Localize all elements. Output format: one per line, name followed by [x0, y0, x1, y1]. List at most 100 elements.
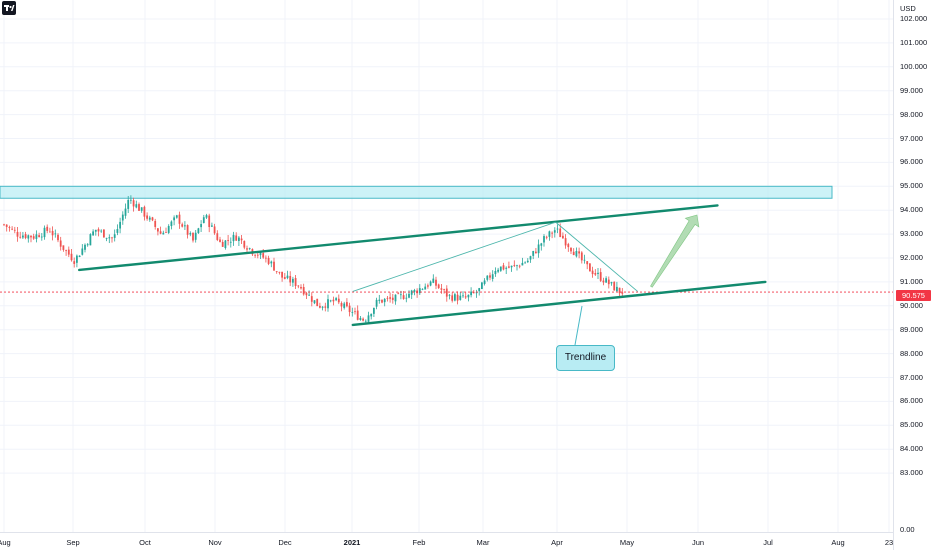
candle-body — [502, 265, 505, 270]
candle-body — [116, 229, 119, 233]
candle-body — [535, 251, 537, 254]
time-tick-label: Mar — [476, 538, 490, 547]
guide-line[interactable] — [352, 221, 556, 292]
candle-body — [348, 305, 351, 313]
price-tick-label: 101.000 — [900, 37, 928, 47]
candle-body — [472, 292, 475, 294]
candle-body — [337, 298, 340, 303]
candle-body — [121, 214, 124, 221]
candle-body — [227, 239, 229, 241]
candle-body — [127, 199, 130, 209]
candle-body — [470, 291, 472, 296]
candle-body — [454, 294, 456, 301]
up-arrow-icon[interactable] — [650, 214, 700, 288]
candle-body — [346, 302, 348, 307]
candle-body — [440, 288, 443, 290]
candle-body — [181, 224, 184, 227]
candle-body — [362, 318, 364, 321]
candle-body — [175, 215, 178, 218]
candle-body — [138, 204, 140, 211]
time-axis[interactable]: Aug Sep Oct Nov Dec 2021 Feb Mar Apr May Jun Jul Aug… — [0, 532, 893, 551]
time-tick-label: Sep — [66, 538, 80, 547]
candle-body — [192, 232, 194, 241]
candle-body — [35, 234, 38, 239]
candle-body — [321, 306, 324, 308]
candle-body — [305, 293, 308, 296]
candle-body — [262, 253, 265, 258]
candle-body — [197, 228, 200, 234]
candle-body — [613, 281, 616, 291]
candle-body — [567, 244, 570, 248]
trendline[interactable] — [351, 280, 767, 327]
candle-body — [186, 225, 189, 235]
price-tick-label: 95.000 — [900, 181, 923, 191]
candle-body — [70, 253, 73, 261]
candle-body — [373, 307, 375, 314]
candle-body — [224, 240, 227, 249]
candle-body — [3, 224, 5, 226]
price-tick-label: 100.000 — [900, 61, 928, 71]
candle-body — [602, 280, 605, 283]
resistance-zone[interactable] — [0, 185, 833, 199]
candle-body — [564, 238, 567, 246]
candle-body — [278, 271, 281, 273]
candle-body — [219, 239, 221, 242]
price-chart[interactable] — [0, 0, 893, 532]
candle-body — [246, 248, 248, 250]
candle-body — [410, 290, 413, 295]
candle-body — [313, 300, 316, 304]
candle-body — [491, 274, 494, 279]
time-tick-label: Oct — [139, 538, 151, 547]
candle-body — [273, 261, 275, 271]
candle-body — [103, 229, 105, 238]
candle-body — [94, 229, 97, 232]
candle-body — [302, 287, 305, 295]
candle-body — [289, 275, 292, 283]
trendline[interactable] — [78, 204, 719, 272]
candle-body — [286, 275, 289, 279]
candle-body — [572, 251, 575, 256]
price-axis[interactable]: USD 102.000 101.000 100.000 99.000 98.000 97.… — [893, 0, 932, 550]
price-tick-label: 86.000 — [900, 396, 923, 406]
candle-body — [435, 279, 437, 286]
candle-body — [51, 230, 54, 236]
candle-body — [170, 221, 173, 227]
candle-body — [184, 225, 186, 227]
chart-area[interactable]: Trendline — [0, 0, 893, 532]
candle-body — [62, 245, 65, 250]
candle-body — [213, 226, 216, 234]
candle-body — [67, 249, 70, 255]
candle-body — [518, 265, 521, 267]
candle-body — [259, 252, 262, 256]
candle-body — [43, 227, 46, 238]
candle-body — [332, 299, 335, 302]
guide-line[interactable] — [555, 221, 638, 292]
drawings — [78, 204, 767, 327]
candle-body — [537, 244, 540, 254]
time-tick-label: Aug — [831, 538, 845, 547]
candle-body — [510, 265, 513, 268]
price-tick-label: 102.000 — [900, 14, 928, 23]
candle-body — [405, 297, 408, 299]
candle-body — [316, 298, 319, 307]
candle-body — [46, 226, 49, 231]
candle-body — [19, 236, 22, 238]
candle-body — [108, 237, 111, 239]
candle-body — [586, 261, 589, 265]
candle-body — [545, 236, 548, 238]
candle-body — [40, 236, 43, 238]
tradingview-logo-icon — [2, 1, 16, 15]
price-tick-label: 94.000 — [900, 205, 923, 215]
candle-body — [343, 303, 346, 308]
candle-body — [597, 272, 599, 274]
price-tick-label: 85.000 — [900, 420, 923, 430]
trendline-callout[interactable]: Trendline — [556, 345, 615, 371]
candle-body — [607, 279, 610, 285]
candle-body — [418, 288, 421, 294]
candle-body — [205, 215, 208, 218]
candle-body — [30, 235, 32, 238]
candle-body — [124, 208, 127, 216]
candle-body — [548, 231, 551, 237]
candle-body — [443, 289, 445, 291]
candle-body — [583, 259, 586, 261]
